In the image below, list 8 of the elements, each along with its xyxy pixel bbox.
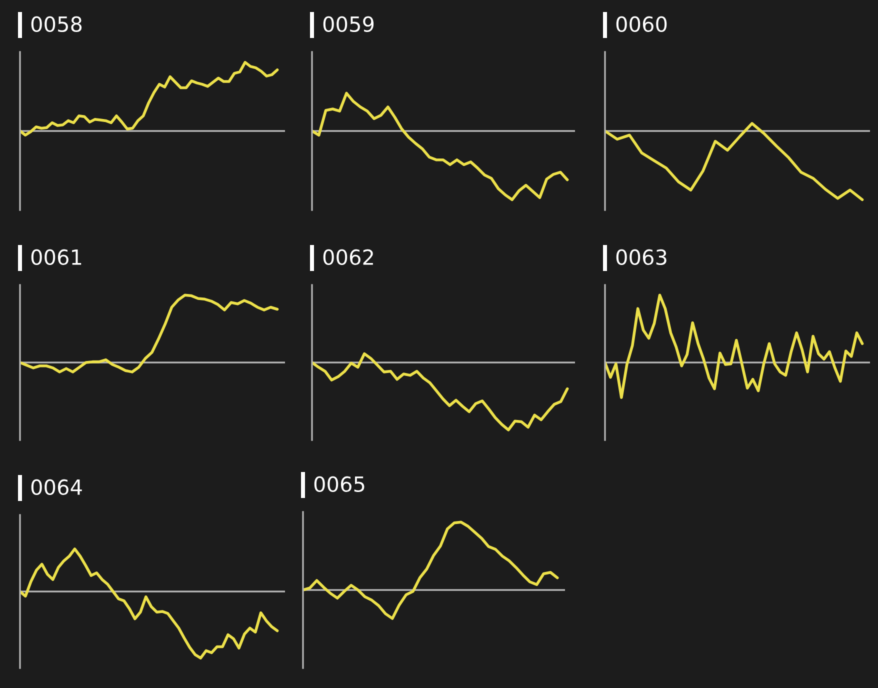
chart-title: 0058 [31, 16, 82, 32]
chart-title: 0060 [616, 16, 667, 32]
chart-title: 0061 [31, 249, 82, 266]
chart-title: 0059 [323, 16, 374, 32]
chart-title: 0064 [31, 479, 82, 496]
chart-title: 0062 [323, 249, 373, 266]
chart-title: 0063 [616, 249, 666, 266]
chart-title: 0065 [314, 476, 364, 492]
